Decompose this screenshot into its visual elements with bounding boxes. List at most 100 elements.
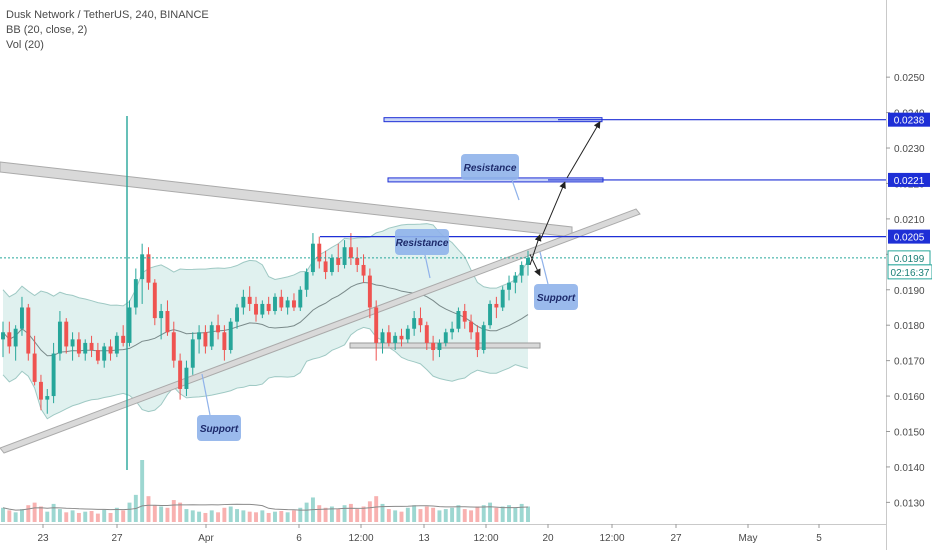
candle-body	[475, 332, 480, 350]
volume-bar	[494, 507, 499, 522]
bollinger-indicator-label[interactable]: BB (20, close, 2)	[6, 24, 88, 36]
volume-bar	[159, 506, 164, 522]
candle-body	[70, 339, 75, 347]
volume-bar	[526, 506, 530, 522]
volume-bar	[450, 507, 455, 522]
volume-bar	[456, 505, 461, 522]
candle-body	[140, 254, 145, 280]
price-tag-label: 0.0238	[894, 116, 925, 127]
candle-body	[83, 342, 88, 354]
support-label: Support	[537, 293, 576, 304]
volume-bar	[292, 510, 296, 522]
time-tick-label: 5	[816, 533, 822, 544]
candle-body	[380, 332, 385, 343]
volume-indicator-label[interactable]: Vol (20)	[6, 39, 44, 51]
time-tick-label: 27	[670, 533, 682, 544]
candle-body	[241, 296, 246, 308]
volume-bar	[171, 500, 176, 522]
candle-body	[57, 321, 62, 354]
resistance-label: Resistance	[396, 238, 449, 249]
price-tick-label: 0.0160	[894, 392, 925, 403]
price-tag-box	[888, 112, 930, 127]
callout-pointer	[424, 254, 431, 279]
candle-body	[64, 321, 69, 347]
candle-body	[450, 328, 455, 333]
volume-bar	[393, 510, 398, 522]
candle-body	[102, 346, 107, 361]
volume-bar	[241, 510, 246, 522]
candle-body	[393, 335, 398, 343]
time-tick-label: 23	[37, 533, 49, 544]
candle-body	[247, 296, 252, 304]
volume-ma-line	[2, 503, 529, 511]
candle-body	[121, 335, 126, 343]
volume-bar	[279, 511, 284, 522]
volume-bar	[405, 507, 410, 522]
candle-body	[127, 307, 132, 343]
volume-bar	[380, 503, 385, 522]
volume-bar	[140, 460, 145, 522]
price-tick-label: 0.0150	[894, 428, 925, 439]
callout-pointer	[511, 179, 520, 201]
candle-body	[424, 325, 429, 343]
volume-bar	[361, 506, 366, 522]
candle-body	[13, 328, 18, 347]
callout-box	[197, 415, 241, 441]
volume-bar	[57, 509, 62, 522]
volume-bar	[500, 506, 505, 522]
volume-bar	[45, 511, 50, 522]
price-tag-box	[888, 172, 930, 187]
bollinger-basis-line	[2, 281, 529, 357]
price-tick-label: 0.0140	[894, 463, 925, 474]
volume-bar	[127, 502, 132, 522]
volume-bar	[412, 505, 417, 522]
volume-bar	[475, 506, 480, 522]
volume-bar	[462, 509, 467, 522]
candle-body	[412, 318, 417, 329]
candle-body	[228, 321, 233, 350]
volume-bar	[488, 502, 493, 522]
volume-bar	[342, 505, 347, 522]
time-tick-label: 20	[542, 533, 554, 544]
candle-body	[76, 339, 81, 354]
candle-body	[336, 257, 341, 265]
time-tick-label: 12:00	[473, 533, 498, 544]
symbol-title[interactable]: Dusk Network / TetherUS, 240, BINANCE	[6, 9, 209, 21]
countdown-label: 02:16:37	[891, 268, 930, 279]
callout-pointer	[201, 373, 211, 416]
volume-bar	[203, 512, 208, 522]
candle-body	[367, 275, 372, 308]
volume-bar	[76, 512, 81, 522]
candle-body	[361, 264, 366, 276]
candle-body	[386, 332, 391, 343]
candle-body	[108, 346, 113, 354]
volume-bar	[513, 507, 518, 522]
volume-bar	[190, 510, 195, 522]
volume-bar	[386, 509, 391, 522]
countdown-box	[887, 264, 932, 280]
volume-bar	[38, 506, 43, 522]
volume-bar	[266, 512, 271, 522]
candle-body	[152, 282, 157, 319]
volume-bar	[114, 507, 119, 522]
candle-body	[329, 257, 334, 273]
candle-body	[443, 332, 448, 343]
volume-bar	[273, 511, 277, 522]
candle-body	[20, 307, 24, 329]
candle-body	[292, 300, 296, 308]
candle-body	[399, 335, 404, 340]
volume-bar	[184, 509, 189, 522]
volume-bar	[70, 510, 75, 522]
support-label: Support	[200, 424, 239, 435]
chart-legend: Dusk Network / TetherUS, 240, BINANCE BB…	[6, 8, 209, 53]
volume-bar	[481, 505, 486, 522]
volume-bar	[216, 512, 221, 522]
candle-body	[95, 350, 100, 361]
candle-body	[355, 257, 360, 265]
candle-body	[519, 264, 524, 276]
volume-bar	[7, 510, 12, 522]
candle-body	[184, 367, 189, 389]
price-tag-label: 0.0205	[894, 233, 925, 244]
candle-body	[7, 332, 12, 347]
